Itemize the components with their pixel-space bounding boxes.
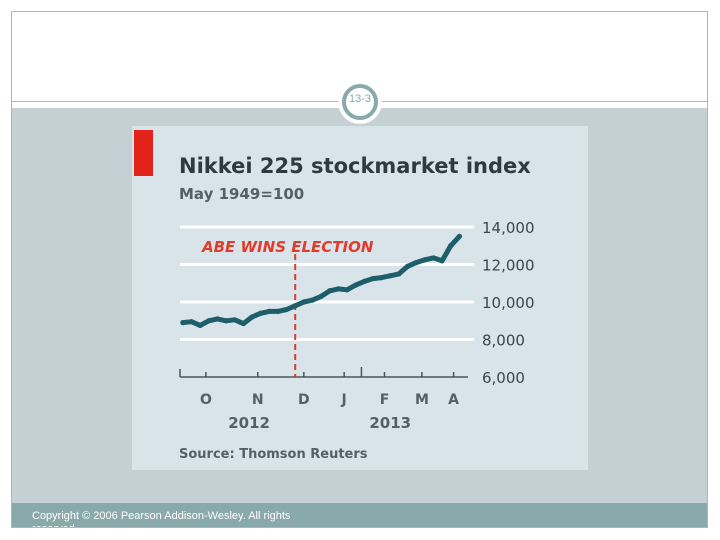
x-tick-label-O: O [200, 392, 212, 408]
data-point-18 [335, 286, 341, 292]
page-number: 13-3 [348, 93, 372, 105]
data-point-30 [439, 258, 445, 264]
y-tick-label-6000: 6,000 [482, 369, 525, 387]
chart-subtitle: May 1949=100 [179, 185, 304, 203]
data-point-27 [413, 260, 419, 266]
data-point-22 [370, 275, 376, 282]
x-tick-label-M: M [415, 392, 429, 408]
chart-source: Source: Thomson Reuters [179, 447, 368, 462]
data-point-14 [301, 299, 307, 305]
data-point-4 [214, 316, 221, 322]
data-point-25 [396, 271, 402, 277]
x-tick-label-D: D [298, 392, 310, 408]
y-tick-label-14000: 14,000 [482, 219, 535, 237]
annotation-label: ABE WINS ELECTION [201, 238, 374, 256]
y-tick-label-8000: 8,000 [482, 332, 525, 350]
x-tick-label-A: A [448, 392, 459, 408]
red-tab [134, 130, 153, 176]
data-point-17 [327, 288, 333, 294]
data-point-11 [275, 308, 281, 314]
x-tick-label-J: J [341, 392, 347, 408]
footer-copyright: Copyright © 2006 Pearson Addison-Wesley.… [32, 510, 291, 527]
y-tick-label-10000: 10,000 [482, 294, 535, 312]
gridlines [180, 225, 474, 341]
chart-svg: Nikkei 225 stockmarket index May 1949=10… [132, 126, 588, 470]
chart-background [132, 126, 588, 470]
chart-title: Nikkei 225 stockmarket index [179, 154, 531, 178]
x-tick-label-N: N [252, 392, 264, 408]
slide-frame [11, 11, 708, 528]
data-point-20 [353, 282, 359, 288]
y-axis-tick-labels: 6,000 8,000 10,000 12,000 14,000 [482, 219, 535, 387]
nikkei-chart: Nikkei 225 stockmarket index May 1949=10… [132, 126, 588, 470]
y-tick-label-12000: 12,000 [482, 257, 535, 275]
x-tick-label-F: F [380, 392, 390, 408]
year-label-2013: 2013 [369, 414, 411, 432]
data-point-5 [223, 318, 229, 324]
page-number-ring [342, 84, 378, 120]
data-point-32 [456, 233, 462, 239]
data-point-16 [318, 293, 324, 299]
data-point-26 [404, 263, 411, 269]
x-axis: O N D J F M A 2012 2013 [179, 367, 468, 432]
data-point-0 [180, 320, 186, 326]
data-point-2 [197, 322, 203, 329]
data-point-23 [379, 275, 385, 281]
data-point-29 [430, 255, 437, 261]
data-point-9 [258, 310, 264, 316]
data-point-12 [283, 306, 290, 313]
year-label-2012: 2012 [228, 414, 270, 432]
data-point-24 [387, 273, 393, 279]
data-point-7 [240, 320, 246, 327]
data-point-13 [292, 303, 298, 309]
data-point-21 [361, 278, 367, 284]
series-layer [180, 233, 462, 377]
data-point-31 [448, 243, 454, 249]
data-point-19 [344, 287, 350, 293]
data-point-15 [309, 297, 316, 303]
footer-bar: Copyright © 2006 Pearson Addison-Wesley.… [12, 503, 707, 527]
data-point-3 [206, 318, 212, 324]
data-point-6 [232, 317, 238, 323]
data-point-8 [249, 314, 255, 320]
data-point-28 [422, 257, 428, 263]
data-point-1 [188, 319, 195, 325]
data-point-10 [266, 308, 272, 314]
